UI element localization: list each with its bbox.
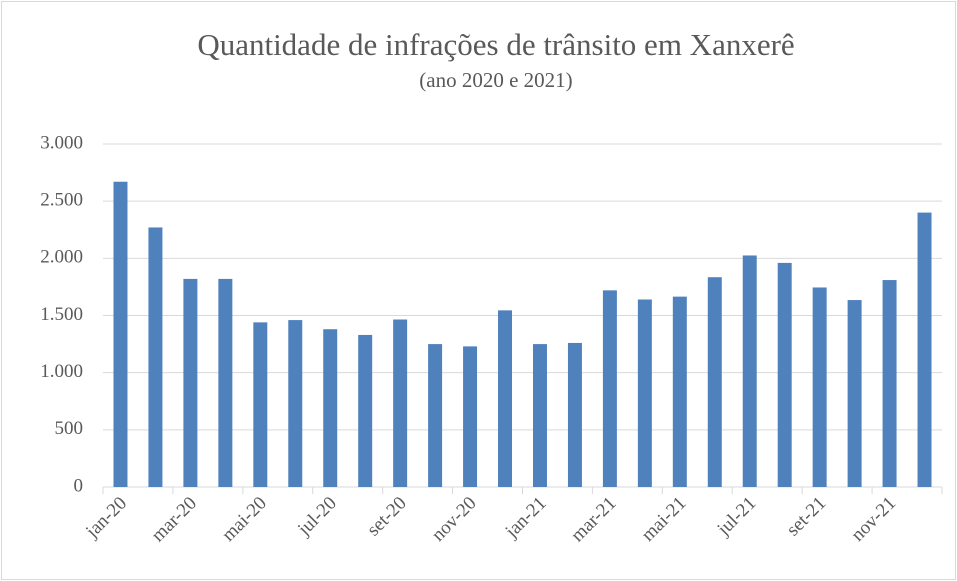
bar [358,334,373,487]
chart-title: Quantidade de infrações de trânsito em X… [197,27,794,62]
bar [463,346,478,487]
bar [602,290,617,487]
bar [567,342,582,487]
bar [253,322,268,487]
bar [532,344,547,487]
bar [917,212,932,487]
bar [812,287,827,487]
bar [218,278,233,487]
bar [393,319,408,487]
y-tick-label: 1.500 [40,304,83,325]
chart-subtitle: (ano 2020 e 2021) [419,68,572,92]
bar [672,296,687,487]
bar [498,310,513,487]
bar [777,262,792,487]
bar [707,277,722,487]
y-tick-label: 2.000 [40,247,83,268]
bar [323,329,338,487]
bar [148,227,163,488]
y-tick-label: 1.000 [40,361,83,382]
bar [882,280,897,487]
bar [637,299,652,487]
bar [428,344,443,487]
bar [183,278,198,487]
bar [288,320,303,487]
bar [113,181,128,488]
y-tick-label: 3.000 [40,132,83,153]
bar [847,300,862,487]
y-tick-label: 500 [55,418,84,439]
y-tick-label: 2.500 [40,190,83,211]
y-tick-label: 0 [74,475,84,496]
bar [742,255,757,487]
